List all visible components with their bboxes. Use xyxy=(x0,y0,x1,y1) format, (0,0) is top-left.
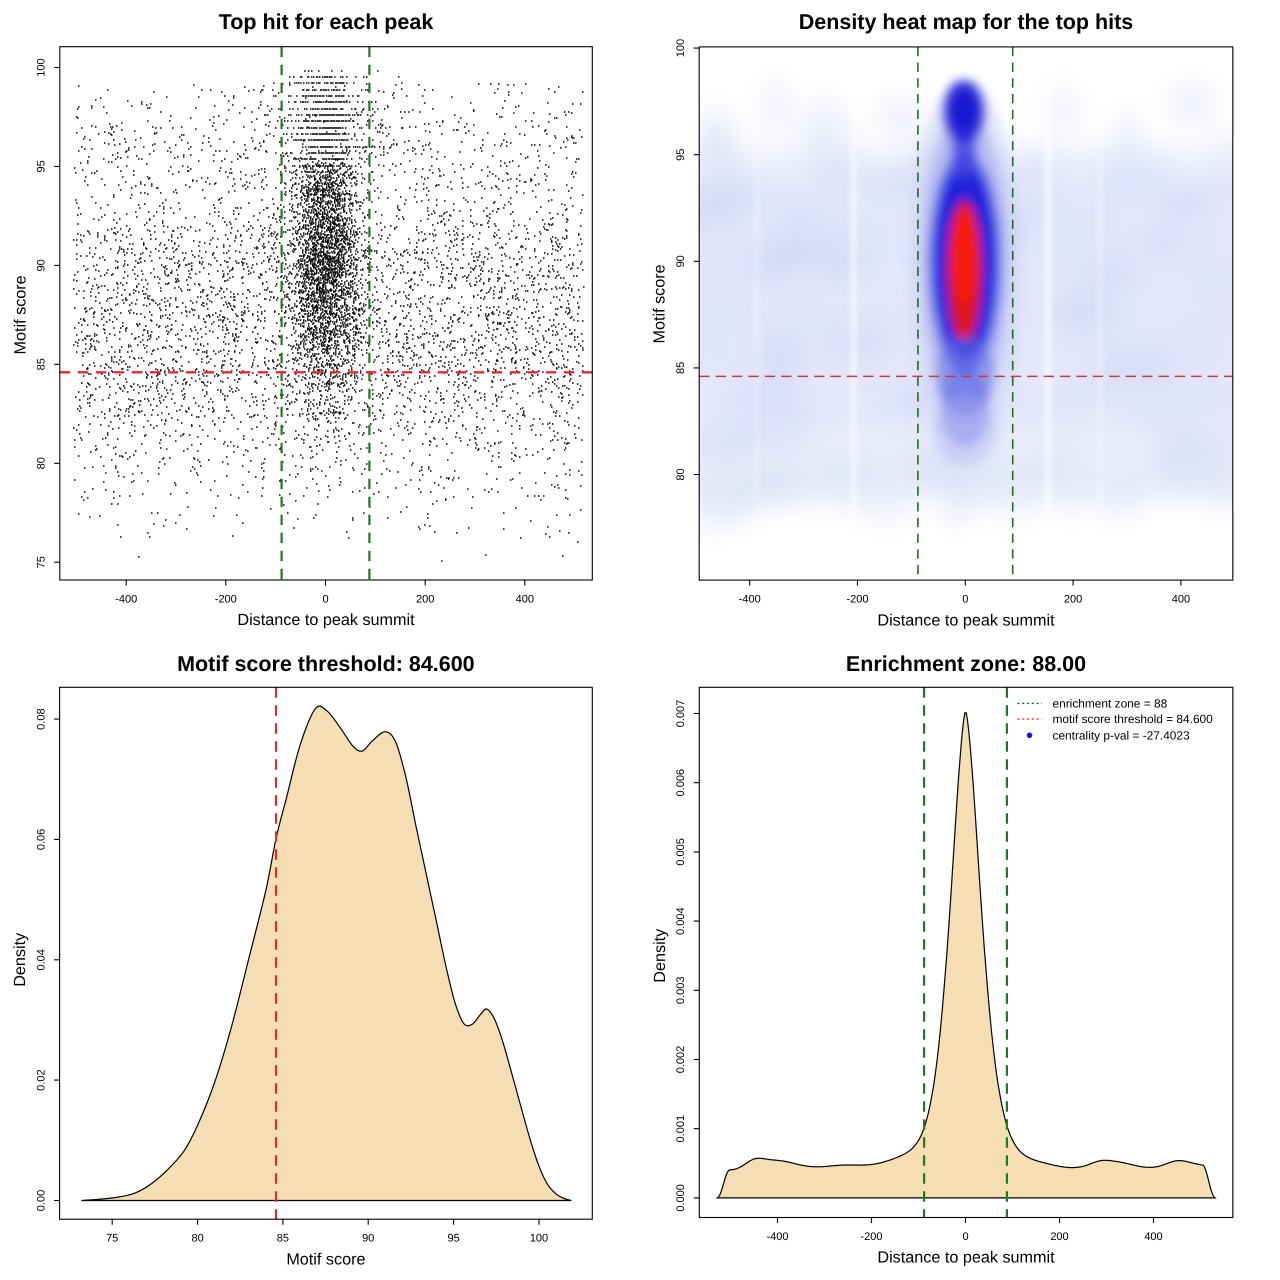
svg-text:Enrichment zone: 88.00: Enrichment zone: 88.00 xyxy=(846,652,1086,676)
svg-text:Density: Density xyxy=(651,928,669,983)
svg-text:-200: -200 xyxy=(846,593,868,605)
svg-text:0.006: 0.006 xyxy=(675,769,687,797)
svg-text:0.000: 0.000 xyxy=(675,1184,687,1212)
svg-text:Motif score: Motif score xyxy=(11,275,29,354)
svg-text:200: 200 xyxy=(1050,1231,1068,1243)
svg-text:Density: Density xyxy=(11,932,29,987)
svg-text:Distance to peak summit: Distance to peak summit xyxy=(877,611,1055,629)
svg-text:100: 100 xyxy=(530,1233,548,1245)
svg-text:90: 90 xyxy=(675,255,687,267)
svg-text:Top hit for each peak: Top hit for each peak xyxy=(219,10,434,34)
svg-text:90: 90 xyxy=(36,259,48,271)
svg-text:75: 75 xyxy=(106,1233,118,1245)
svg-text:95: 95 xyxy=(675,149,687,161)
svg-text:85: 85 xyxy=(675,362,687,374)
svg-text:0.007: 0.007 xyxy=(675,700,687,728)
svg-text:Distance to peak summit: Distance to peak summit xyxy=(877,1249,1055,1267)
svg-text:-200: -200 xyxy=(215,593,237,605)
svg-text:Motif score: Motif score xyxy=(651,264,669,343)
svg-text:0.005: 0.005 xyxy=(675,838,687,866)
svg-text:Distance to peak summit: Distance to peak summit xyxy=(237,611,415,629)
svg-text:-400: -400 xyxy=(115,593,137,605)
svg-text:Motif score threshold: 84.600: Motif score threshold: 84.600 xyxy=(177,652,475,676)
svg-text:0: 0 xyxy=(962,593,968,605)
svg-text:0.001: 0.001 xyxy=(675,1115,687,1143)
svg-text:0.002: 0.002 xyxy=(675,1046,687,1074)
svg-text:0.08: 0.08 xyxy=(35,708,47,729)
svg-text:0.00: 0.00 xyxy=(35,1190,47,1211)
svg-text:0: 0 xyxy=(962,1231,968,1243)
svg-text:80: 80 xyxy=(36,457,48,469)
svg-text:centrality p-val = -27.4023: centrality p-val = -27.4023 xyxy=(1053,728,1191,742)
svg-text:enrichment zone = 88: enrichment zone = 88 xyxy=(1053,696,1168,710)
svg-text:motif score threshold = 84.600: motif score threshold = 84.600 xyxy=(1053,712,1214,726)
svg-text:95: 95 xyxy=(447,1233,459,1245)
svg-text:0.06: 0.06 xyxy=(35,829,47,850)
svg-text:200: 200 xyxy=(1064,593,1082,605)
svg-text:400: 400 xyxy=(1172,593,1190,605)
svg-text:Motif score: Motif score xyxy=(286,1250,365,1268)
svg-text:0.02: 0.02 xyxy=(35,1069,47,1090)
svg-text:400: 400 xyxy=(516,593,534,605)
svg-text:200: 200 xyxy=(416,593,434,605)
svg-text:0.004: 0.004 xyxy=(675,907,687,935)
svg-text:85: 85 xyxy=(36,358,48,370)
svg-text:90: 90 xyxy=(362,1233,374,1245)
svg-text:0: 0 xyxy=(322,593,328,605)
svg-text:-400: -400 xyxy=(739,593,761,605)
svg-text:85: 85 xyxy=(277,1233,289,1245)
svg-text:75: 75 xyxy=(36,556,48,568)
svg-text:80: 80 xyxy=(675,468,687,480)
svg-text:0.003: 0.003 xyxy=(675,977,687,1005)
svg-text:-200: -200 xyxy=(860,1231,882,1243)
svg-text:100: 100 xyxy=(675,39,687,57)
svg-text:-400: -400 xyxy=(766,1231,788,1243)
svg-text:80: 80 xyxy=(191,1233,203,1245)
svg-text:100: 100 xyxy=(36,58,48,76)
svg-text:400: 400 xyxy=(1144,1231,1162,1243)
svg-text:95: 95 xyxy=(36,160,48,172)
svg-text:0.04: 0.04 xyxy=(35,949,47,970)
svg-text:Density heat map for the top h: Density heat map for the top hits xyxy=(799,10,1134,34)
